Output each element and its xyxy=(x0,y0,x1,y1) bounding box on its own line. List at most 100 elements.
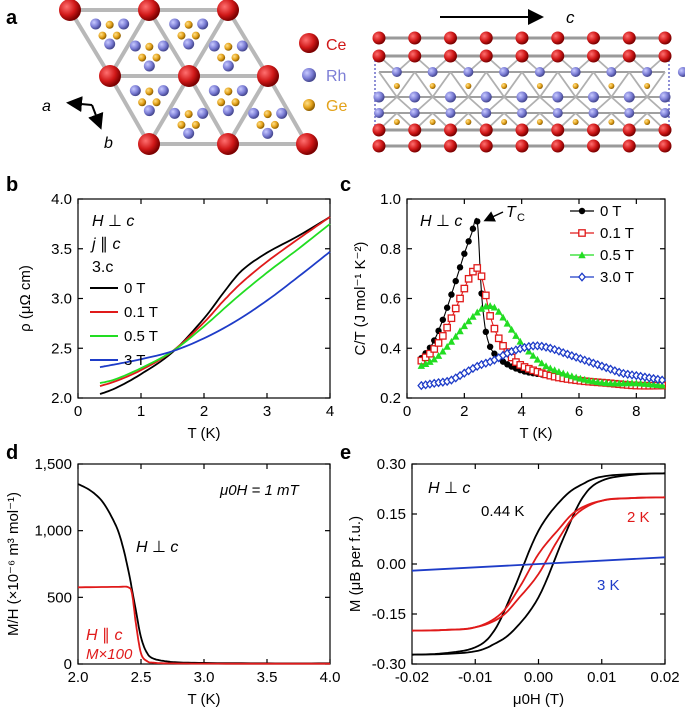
legend-marker xyxy=(578,207,586,215)
x-tick-label: 4 xyxy=(517,403,525,420)
ge-atom xyxy=(393,119,400,125)
data-marker xyxy=(426,349,434,358)
lattice-rod xyxy=(539,71,559,98)
ge-atom xyxy=(572,119,579,125)
rh-atom xyxy=(197,107,209,119)
rh-atom xyxy=(677,67,685,77)
legend-marker xyxy=(578,229,586,237)
data-marker xyxy=(464,317,473,325)
lattice-rod xyxy=(396,71,416,98)
annotation-h-par-c: H ∥ c xyxy=(86,627,122,644)
ce-atom xyxy=(138,0,160,21)
rh-atom xyxy=(208,85,220,97)
legend-label: 3.0 T xyxy=(600,269,634,286)
legend-label: 3 T xyxy=(124,352,145,369)
rh-atom xyxy=(262,127,274,139)
y-tick-label: 1,500 xyxy=(34,456,72,473)
y-tick-label: 4.0 xyxy=(51,191,72,208)
y-axis-label: M (μB per f.u.) xyxy=(347,516,364,612)
y-axis-label: M/H (×10⁻⁶ m³ mol⁻¹) xyxy=(5,492,22,636)
annotation-h-perp-c: H ⊥ c xyxy=(420,213,462,230)
data-marker xyxy=(443,342,451,350)
data-marker xyxy=(512,331,520,339)
data-marker xyxy=(658,375,667,385)
data-marker xyxy=(439,316,447,323)
tc-arrow xyxy=(483,211,504,222)
annotation-j-par-c: j ∥ c xyxy=(90,236,120,253)
ce-atom xyxy=(658,139,672,153)
panel-b-resistivity-chart: 0 1 2 3 4 2.0 2.5 3.0 3.5 4.0 T (K) ρ (μΩ cm) H ⊥ c j… xyxy=(17,191,334,442)
data-marker xyxy=(473,308,481,316)
ge-atom xyxy=(98,31,107,40)
lattice-rod xyxy=(108,75,151,145)
x-tick-label: 0.01 xyxy=(587,669,616,686)
data-marker xyxy=(499,313,507,321)
ce-atom xyxy=(587,31,600,45)
rh-atom xyxy=(481,108,492,118)
data-marker xyxy=(452,332,460,340)
rh-atom xyxy=(445,108,456,118)
ge-atom xyxy=(152,53,161,62)
ge-atom xyxy=(501,83,508,89)
rh-atom xyxy=(516,91,528,103)
data-marker xyxy=(460,322,469,330)
y-tick-label: 0.2 xyxy=(380,390,401,407)
rh-atom xyxy=(248,107,260,119)
data-marker xyxy=(451,304,460,313)
data-marker xyxy=(585,376,593,384)
lattice-rod xyxy=(187,8,230,78)
ge-atom xyxy=(217,98,226,107)
ge-atom xyxy=(152,98,161,107)
rh-atom xyxy=(623,91,635,103)
x-axis-label: T (K) xyxy=(519,425,552,442)
ce-atom xyxy=(587,123,600,137)
series-label-0-44k: 0.44 K xyxy=(481,503,524,520)
ce-atom xyxy=(658,49,672,63)
data-marker xyxy=(538,359,546,367)
data-marker xyxy=(477,272,486,281)
legend-marker xyxy=(577,272,587,282)
ce-atom xyxy=(551,139,565,153)
x-tick-label: 6 xyxy=(575,403,583,420)
data-marker xyxy=(482,328,490,336)
data-marker xyxy=(434,339,443,347)
legend-label: 0.5 T xyxy=(600,247,634,264)
y-tick-label: 0.4 xyxy=(380,340,401,357)
ce-atom xyxy=(622,49,636,63)
y-tick-label: -0.15 xyxy=(372,606,406,623)
rh-atom xyxy=(374,108,384,118)
lattice-rod xyxy=(108,8,151,78)
data-marker xyxy=(460,284,469,293)
rh-atom xyxy=(183,38,195,50)
data-marker xyxy=(426,358,434,365)
legend-label: 0 T xyxy=(124,280,145,297)
data-marker xyxy=(465,238,472,245)
y-tick-label: 3.5 xyxy=(51,241,72,258)
data-marker xyxy=(474,218,481,225)
rh-atom xyxy=(660,108,670,118)
x-tick-label: 0.00 xyxy=(524,669,553,686)
data-marker xyxy=(434,352,443,359)
ce-atom xyxy=(479,31,493,45)
rh-atom xyxy=(391,67,402,77)
y-tick-label: 0 xyxy=(64,656,72,673)
rh-atom xyxy=(143,105,155,117)
ce-atom xyxy=(444,49,457,63)
ce-atom xyxy=(372,123,386,137)
data-marker xyxy=(546,364,555,372)
x-tick-label: 1 xyxy=(137,403,145,420)
data-marker xyxy=(529,351,537,359)
rh-atom xyxy=(445,91,456,103)
legend-marker xyxy=(578,251,586,259)
data-marker xyxy=(486,312,494,320)
lattice-rod xyxy=(414,71,434,98)
data-marker xyxy=(443,304,451,311)
data-marker xyxy=(507,325,516,333)
axis-arrow-c: c xyxy=(440,8,575,27)
y-tick-label: 500 xyxy=(47,589,72,606)
rh-atom xyxy=(373,91,385,103)
data-marker xyxy=(477,304,486,312)
ce-atom xyxy=(217,133,239,155)
data-marker xyxy=(584,356,594,367)
data-marker xyxy=(576,374,585,382)
